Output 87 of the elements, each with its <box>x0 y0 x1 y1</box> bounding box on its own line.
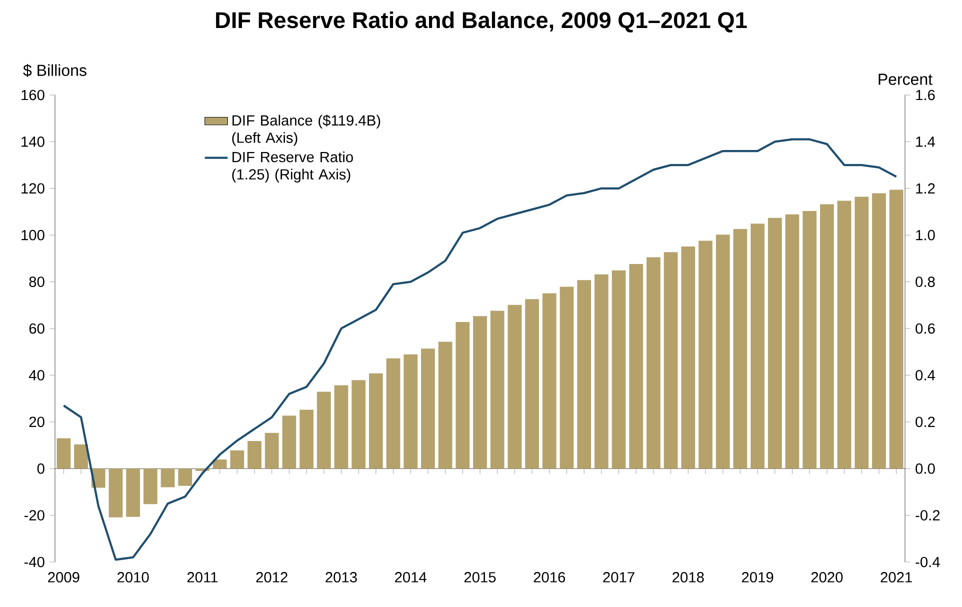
y-tick-label: 20 <box>29 416 44 428</box>
y2-tick-label: 0.6 <box>916 323 935 334</box>
y2-axis-title: Percent <box>878 74 932 85</box>
bar <box>404 354 418 469</box>
y-tick-label: 120 <box>22 183 44 194</box>
bar <box>421 348 435 469</box>
bar <box>126 468 140 517</box>
bar <box>334 385 348 469</box>
bar <box>508 304 522 469</box>
bar <box>178 468 192 486</box>
bar <box>837 200 852 469</box>
bar <box>560 286 574 469</box>
y2-tick-label: -0.4 <box>916 556 940 568</box>
x-tick-label: 2017 <box>603 572 634 582</box>
x-tick-label: 2009 <box>48 572 80 582</box>
bar <box>230 450 244 469</box>
y-tick-label: 0 <box>37 463 44 474</box>
y-tick-label: 160 <box>22 90 44 100</box>
bar <box>248 441 262 469</box>
bar <box>629 264 644 469</box>
bar <box>56 438 71 469</box>
bar <box>74 444 88 469</box>
y-tick-label: -40 <box>24 556 44 568</box>
bar <box>316 392 331 469</box>
bar <box>594 274 608 469</box>
bar <box>612 270 626 469</box>
y2-tick-label: 1.2 <box>916 183 935 194</box>
x-tick-label: 2012 <box>256 572 288 582</box>
bar <box>456 322 470 469</box>
bar <box>438 342 452 469</box>
bar <box>646 257 660 469</box>
y-tick-label: 60 <box>29 323 44 334</box>
x-tick-label: 2013 <box>326 572 357 582</box>
y-tick-label: 100 <box>22 230 44 240</box>
legend-label: DIF Balance ($119.4B) (Left Axis) <box>232 114 380 146</box>
y2-tick-label: -0.2 <box>916 510 940 520</box>
bar <box>300 410 314 469</box>
legend-label: DIF Reserve Ratio (1.25) (Right Axis) <box>232 151 353 182</box>
x-tick-label: 2015 <box>464 572 496 582</box>
x-tick-label: 2011 <box>187 572 218 582</box>
x-tick-label: 2018 <box>672 572 704 582</box>
bar <box>352 380 366 469</box>
bar <box>264 432 279 469</box>
y-tick-label: 140 <box>22 136 44 147</box>
y2-tick-label: 0.4 <box>916 370 935 380</box>
bar <box>872 193 886 469</box>
x-tick-label: 2020 <box>811 572 843 582</box>
y-tick-label: 40 <box>28 370 44 380</box>
bar <box>108 468 123 518</box>
y2-tick-label: 1.0 <box>916 230 935 240</box>
bar <box>854 196 869 469</box>
bar <box>282 416 296 469</box>
y-axis-title: $ Billions <box>23 64 86 77</box>
bar <box>143 468 158 504</box>
y-tick-label: 80 <box>29 276 44 287</box>
bar <box>802 211 817 469</box>
bar <box>820 204 834 469</box>
bar <box>542 293 556 469</box>
x-tick-label: 2021 <box>880 572 912 582</box>
x-tick-label: 2019 <box>742 572 774 582</box>
chart-title: DIF Reserve Ratio and Balance, 2009 Q1–2021 Q1 <box>216 12 747 32</box>
bar <box>716 234 730 469</box>
bar <box>750 224 764 469</box>
x-tick-label: 2016 <box>534 572 566 582</box>
x-tick-label: 2010 <box>117 572 149 582</box>
x-tick-label: 2014 <box>395 572 426 582</box>
bar <box>386 358 400 469</box>
bar <box>664 252 678 469</box>
y-tick-label: -20 <box>24 510 44 520</box>
bar <box>577 280 592 469</box>
y2-tick-label: 1.6 <box>916 90 935 100</box>
bar <box>490 310 504 469</box>
bar <box>785 214 800 469</box>
y2-tick-label: 1.4 <box>916 136 935 147</box>
y2-tick-label: 0.2 <box>916 416 935 428</box>
bar <box>733 229 748 469</box>
bar <box>160 468 175 488</box>
y2-tick-label: 0.8 <box>916 276 935 287</box>
bar <box>681 246 696 469</box>
bar <box>473 316 487 469</box>
bar <box>212 459 227 469</box>
bar <box>698 240 712 469</box>
bar <box>768 218 782 469</box>
bar <box>525 299 539 469</box>
bar <box>368 373 383 469</box>
y2-tick-label: 0.0 <box>916 463 935 474</box>
bar <box>889 190 904 469</box>
